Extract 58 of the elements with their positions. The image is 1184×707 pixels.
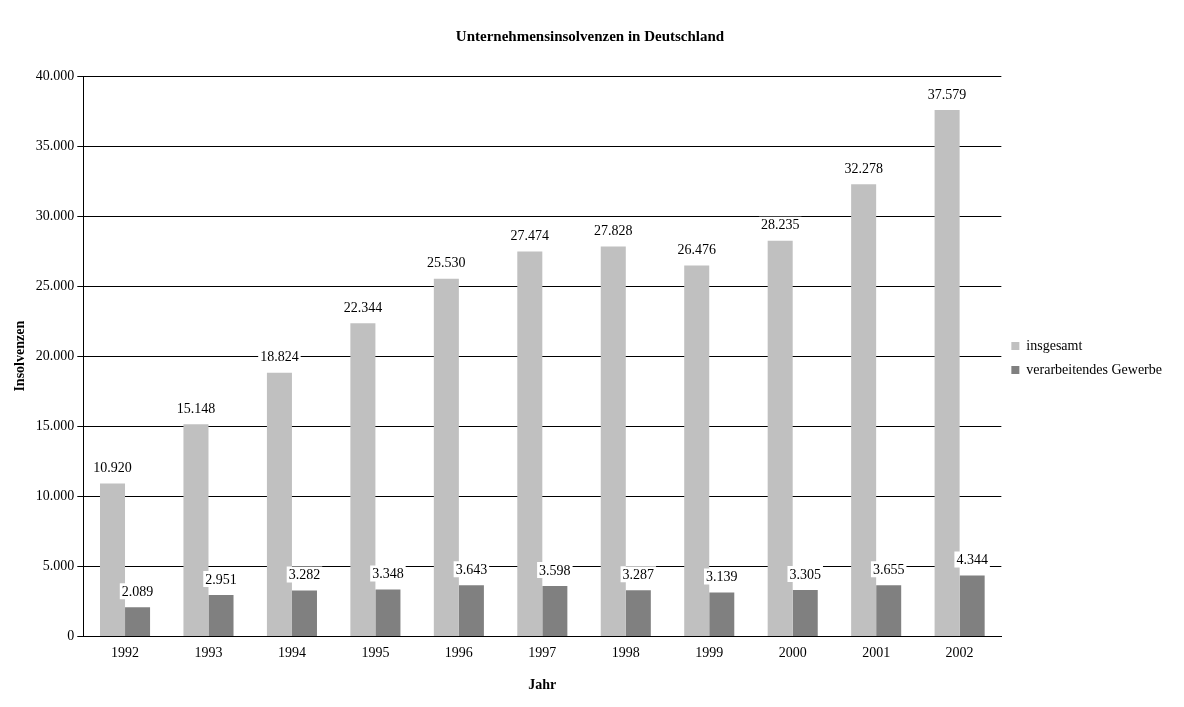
x-tick-label: 2001: [862, 645, 891, 661]
x-tick-label: 1996: [444, 645, 473, 661]
data-label: 27.474: [510, 228, 550, 244]
y-tick-label: 5.000: [42, 558, 75, 574]
bar: [709, 592, 735, 636]
bar: [208, 595, 234, 636]
bar: [959, 575, 985, 636]
data-label: 4.344: [956, 552, 988, 568]
bar: [375, 589, 401, 636]
data-label: 3.139: [706, 569, 738, 585]
bar: [625, 590, 651, 636]
data-label: 10.920: [93, 460, 132, 476]
x-tick-label: 1994: [277, 645, 306, 661]
bar: [458, 585, 484, 636]
data-label: 3.287: [622, 567, 655, 583]
data-label: 3.305: [789, 566, 821, 582]
legend-label: verarbeitendes Gewerbe: [1026, 361, 1163, 377]
data-label: 27.828: [594, 223, 633, 239]
data-label: 37.579: [927, 86, 967, 102]
data-label: 18.824: [260, 349, 299, 365]
data-label: 3.348: [372, 566, 404, 582]
y-tick-label: 35.000: [35, 137, 75, 153]
data-label: 22.344: [343, 300, 383, 316]
chart-title: Unternehmensinsolvenzen in Deutschland: [455, 27, 725, 44]
x-tick-label: 1992: [111, 645, 140, 661]
y-tick-label: 10.000: [35, 487, 75, 503]
data-label: 15.148: [176, 400, 216, 416]
data-label: 32.278: [844, 160, 883, 176]
data-label: 3.282: [288, 567, 321, 583]
x-tick-label: 1995: [361, 645, 390, 661]
x-axis-title: Jahr: [528, 677, 557, 693]
bar: [792, 590, 818, 636]
x-tick-label: 1998: [611, 645, 640, 661]
y-tick-label: 30.000: [35, 207, 75, 223]
y-tick-label: 0: [67, 628, 75, 644]
y-tick-label: 20.000: [35, 347, 75, 363]
data-label: 3.598: [539, 562, 571, 578]
y-tick-label: 40.000: [35, 67, 75, 83]
data-label: 25.530: [427, 255, 466, 271]
x-tick-label: 1999: [695, 645, 724, 661]
bar: [542, 585, 568, 636]
y-tick-label: 25.000: [35, 277, 75, 293]
data-label: 3.643: [455, 562, 488, 578]
x-tick-label: 1997: [528, 645, 557, 661]
data-label: 2.089: [121, 583, 154, 599]
x-tick-label: 2000: [778, 645, 807, 661]
data-label: 26.476: [677, 242, 716, 258]
y-tick-label: 15.000: [35, 417, 75, 433]
x-tick-label: 2002: [945, 645, 974, 661]
bar: [291, 590, 317, 636]
y-axis-title: Insolvenzen: [12, 320, 28, 392]
data-label: 28.235: [760, 217, 800, 233]
data-label: 3.655: [872, 561, 905, 577]
bar: [125, 607, 151, 636]
x-tick-label: 1993: [194, 645, 223, 661]
bar: [876, 585, 902, 636]
legend-label: insgesamt: [1026, 337, 1083, 353]
data-label: 2.951: [205, 571, 237, 587]
